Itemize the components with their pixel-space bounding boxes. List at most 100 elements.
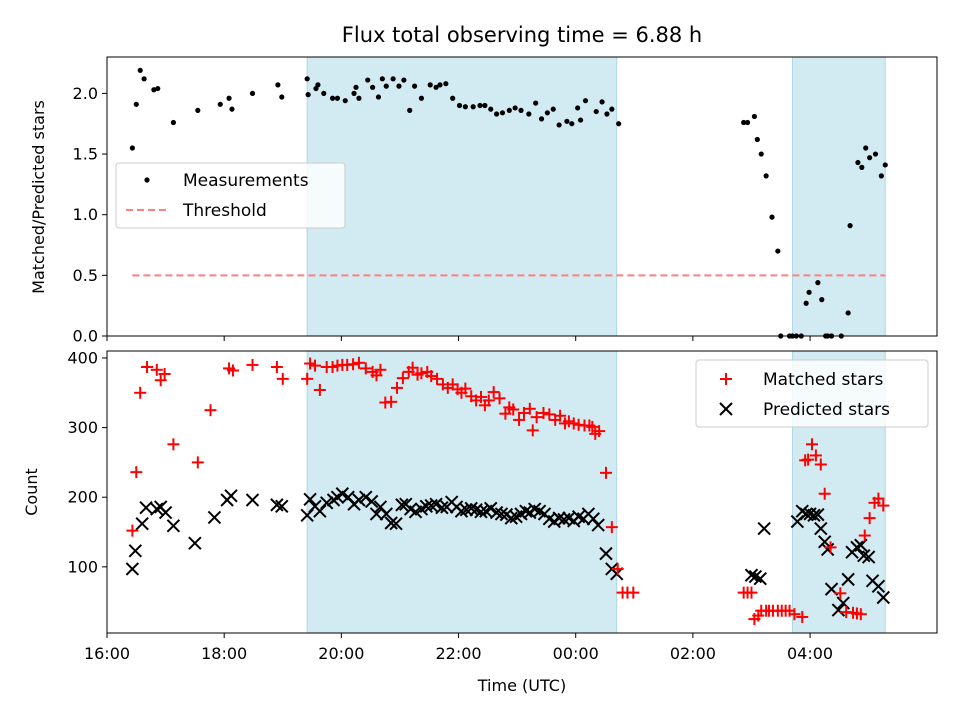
legend-matched-label: Matched stars [763, 370, 883, 390]
matched-stars-point [818, 487, 831, 500]
bottom-y-axis: 100 200 300 400 [67, 348, 107, 576]
measurement-point [351, 90, 357, 96]
predicted-stars-point [474, 505, 488, 519]
matched-stars-point [611, 562, 624, 575]
x-axis-label: Time (UTC) [477, 676, 566, 695]
measurement-point [129, 145, 135, 151]
measurement-point [803, 300, 809, 306]
measurement-point [506, 107, 512, 113]
matched-stars-point [586, 420, 599, 433]
matched-stars-point [226, 364, 239, 377]
matched-stars-point [537, 406, 550, 419]
matched-stars-point [513, 413, 526, 426]
matched-stars-point [583, 419, 596, 432]
predicted-stars-point [384, 516, 398, 530]
matched-stars-point [824, 541, 837, 554]
measurement-point [616, 121, 622, 127]
matched-stars-point [627, 586, 640, 599]
bottom-x-axis: 16:00 18:00 20:00 22:00 00:00 02:00 04:00 [84, 633, 833, 663]
matched-stars-point [270, 361, 283, 374]
measurement-point [819, 297, 825, 303]
predicted-stars-point [139, 500, 153, 515]
measurement-point [365, 77, 371, 83]
y-tick-label: 1.0 [73, 205, 98, 224]
matched-stars-point [385, 395, 398, 408]
measurement-point [609, 106, 615, 112]
measurement-point [526, 111, 532, 117]
predicted-stars-point [364, 494, 379, 509]
matched-stars-point [459, 382, 472, 395]
measurement-point [437, 82, 443, 88]
predicted-stars-point [369, 507, 384, 521]
matched-stars-point [474, 390, 487, 403]
matched-stars-point [745, 586, 758, 599]
predicted-stars-point [270, 498, 284, 512]
measurement-point [556, 122, 562, 128]
measurement-point [418, 95, 425, 101]
predicted-stars-point [125, 562, 140, 576]
measurement-point [370, 84, 376, 90]
measurement-point [845, 310, 851, 316]
matched-stars-point [605, 521, 618, 534]
matched-stars-point [396, 372, 409, 385]
matched-stars-point [150, 363, 163, 376]
predicted-stars-point [352, 493, 366, 507]
predicted-stars-point [319, 496, 334, 510]
predicted-stars-point [150, 502, 164, 516]
measurement-point [538, 116, 545, 122]
measurement-point [443, 81, 449, 87]
predicted-stars-point [224, 489, 238, 503]
measurement-point [872, 151, 879, 157]
measurement-point [518, 107, 524, 113]
measurement-point [769, 214, 775, 220]
top-shaded-intervals [306, 56, 886, 337]
matched-stars-point [499, 407, 512, 420]
predicted-stars-point [459, 503, 474, 517]
top-legend-frame [115, 162, 346, 229]
measurement-point [151, 87, 157, 93]
shaded-interval [306, 56, 618, 337]
matched-stars-point [359, 362, 372, 375]
matched-stars-point [599, 466, 612, 479]
matched-stars-point [352, 356, 365, 369]
measurement-point [229, 106, 235, 112]
matched-stars-point [406, 361, 419, 374]
predicted-stars-point [744, 568, 759, 582]
measurement-point [863, 145, 869, 151]
matched-stars-point [134, 386, 147, 399]
measurement-point [315, 82, 321, 88]
matched-stars-point [141, 361, 154, 374]
measurement-point [195, 107, 201, 113]
y-tick-label: 2.0 [73, 84, 98, 103]
top-panel: 0.00.51.01.52.0 Matched/Predicted stars … [29, 56, 938, 346]
matched-stars-point [246, 358, 259, 371]
matched-stars-point [543, 408, 556, 421]
predicted-stars-point [871, 579, 886, 594]
matched-stars-point [858, 529, 871, 542]
measurement-point [575, 105, 581, 111]
measurement-point [353, 84, 359, 90]
matched-stars-point [191, 456, 204, 469]
x-tick-label: 22:00 [435, 644, 481, 663]
x-tick-label: 18:00 [201, 644, 247, 663]
bottom-plot-frame [106, 350, 938, 634]
measurement-point [456, 102, 463, 109]
matched-stars-point [806, 438, 819, 451]
matched-stars-point [834, 587, 847, 600]
matched-stars-point [301, 372, 314, 385]
measurement-point [604, 111, 610, 117]
measurement-point [217, 101, 223, 107]
measurement-point [321, 90, 327, 96]
chart-title: Flux total observing time = 6.88 h [342, 23, 702, 47]
legend-matched-marker [720, 373, 732, 385]
matched-stars-point [313, 383, 326, 396]
measurement-point [564, 118, 570, 124]
measurement-point [763, 173, 769, 179]
matched-stars-point [374, 363, 387, 376]
legend-threshold-label: Threshold [182, 201, 267, 221]
predicted-stars-point [857, 549, 871, 563]
y-tick-label: 0.0 [73, 327, 98, 346]
predicted-stars-point [753, 571, 767, 586]
predicted-stars-point [599, 546, 613, 561]
measurement-point [433, 84, 439, 90]
